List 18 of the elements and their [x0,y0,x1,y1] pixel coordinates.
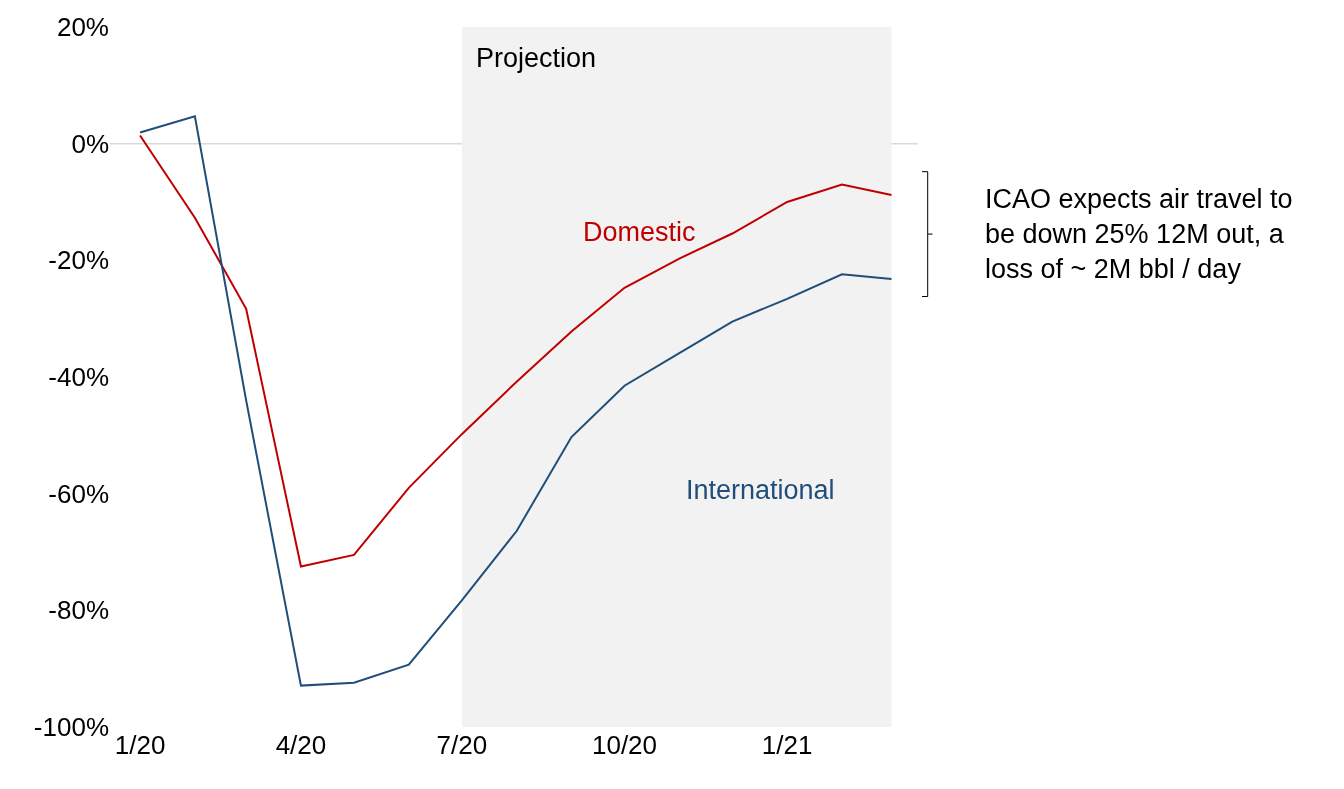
y-tick-label: -20% [48,245,109,276]
text: International [686,475,835,505]
y-tick-label: 20% [56,12,109,43]
line-series [139,134,893,568]
series-label: Domestic [583,217,696,247]
text: ICAO expects air travel to be down 25% 12M out, a loss of ~ 2M bbl / day [985,184,1293,285]
line-series [139,115,893,687]
y-tick-label: -100% [33,712,109,743]
y-tick-label: 0% [71,128,109,159]
x-tick-label: 4/20 [275,730,327,760]
y-tick-label: -80% [48,595,109,626]
y-tick-label: -60% [48,478,109,509]
x-tick-label: 1/20 [114,730,166,760]
x-tick-label: 10/20 [591,730,658,760]
x-tick-label: 7/20 [436,730,488,760]
x-tick-label: 1/21 [761,730,813,760]
band-label: Projection [476,43,597,73]
y-tick-label: -40% [48,362,109,393]
